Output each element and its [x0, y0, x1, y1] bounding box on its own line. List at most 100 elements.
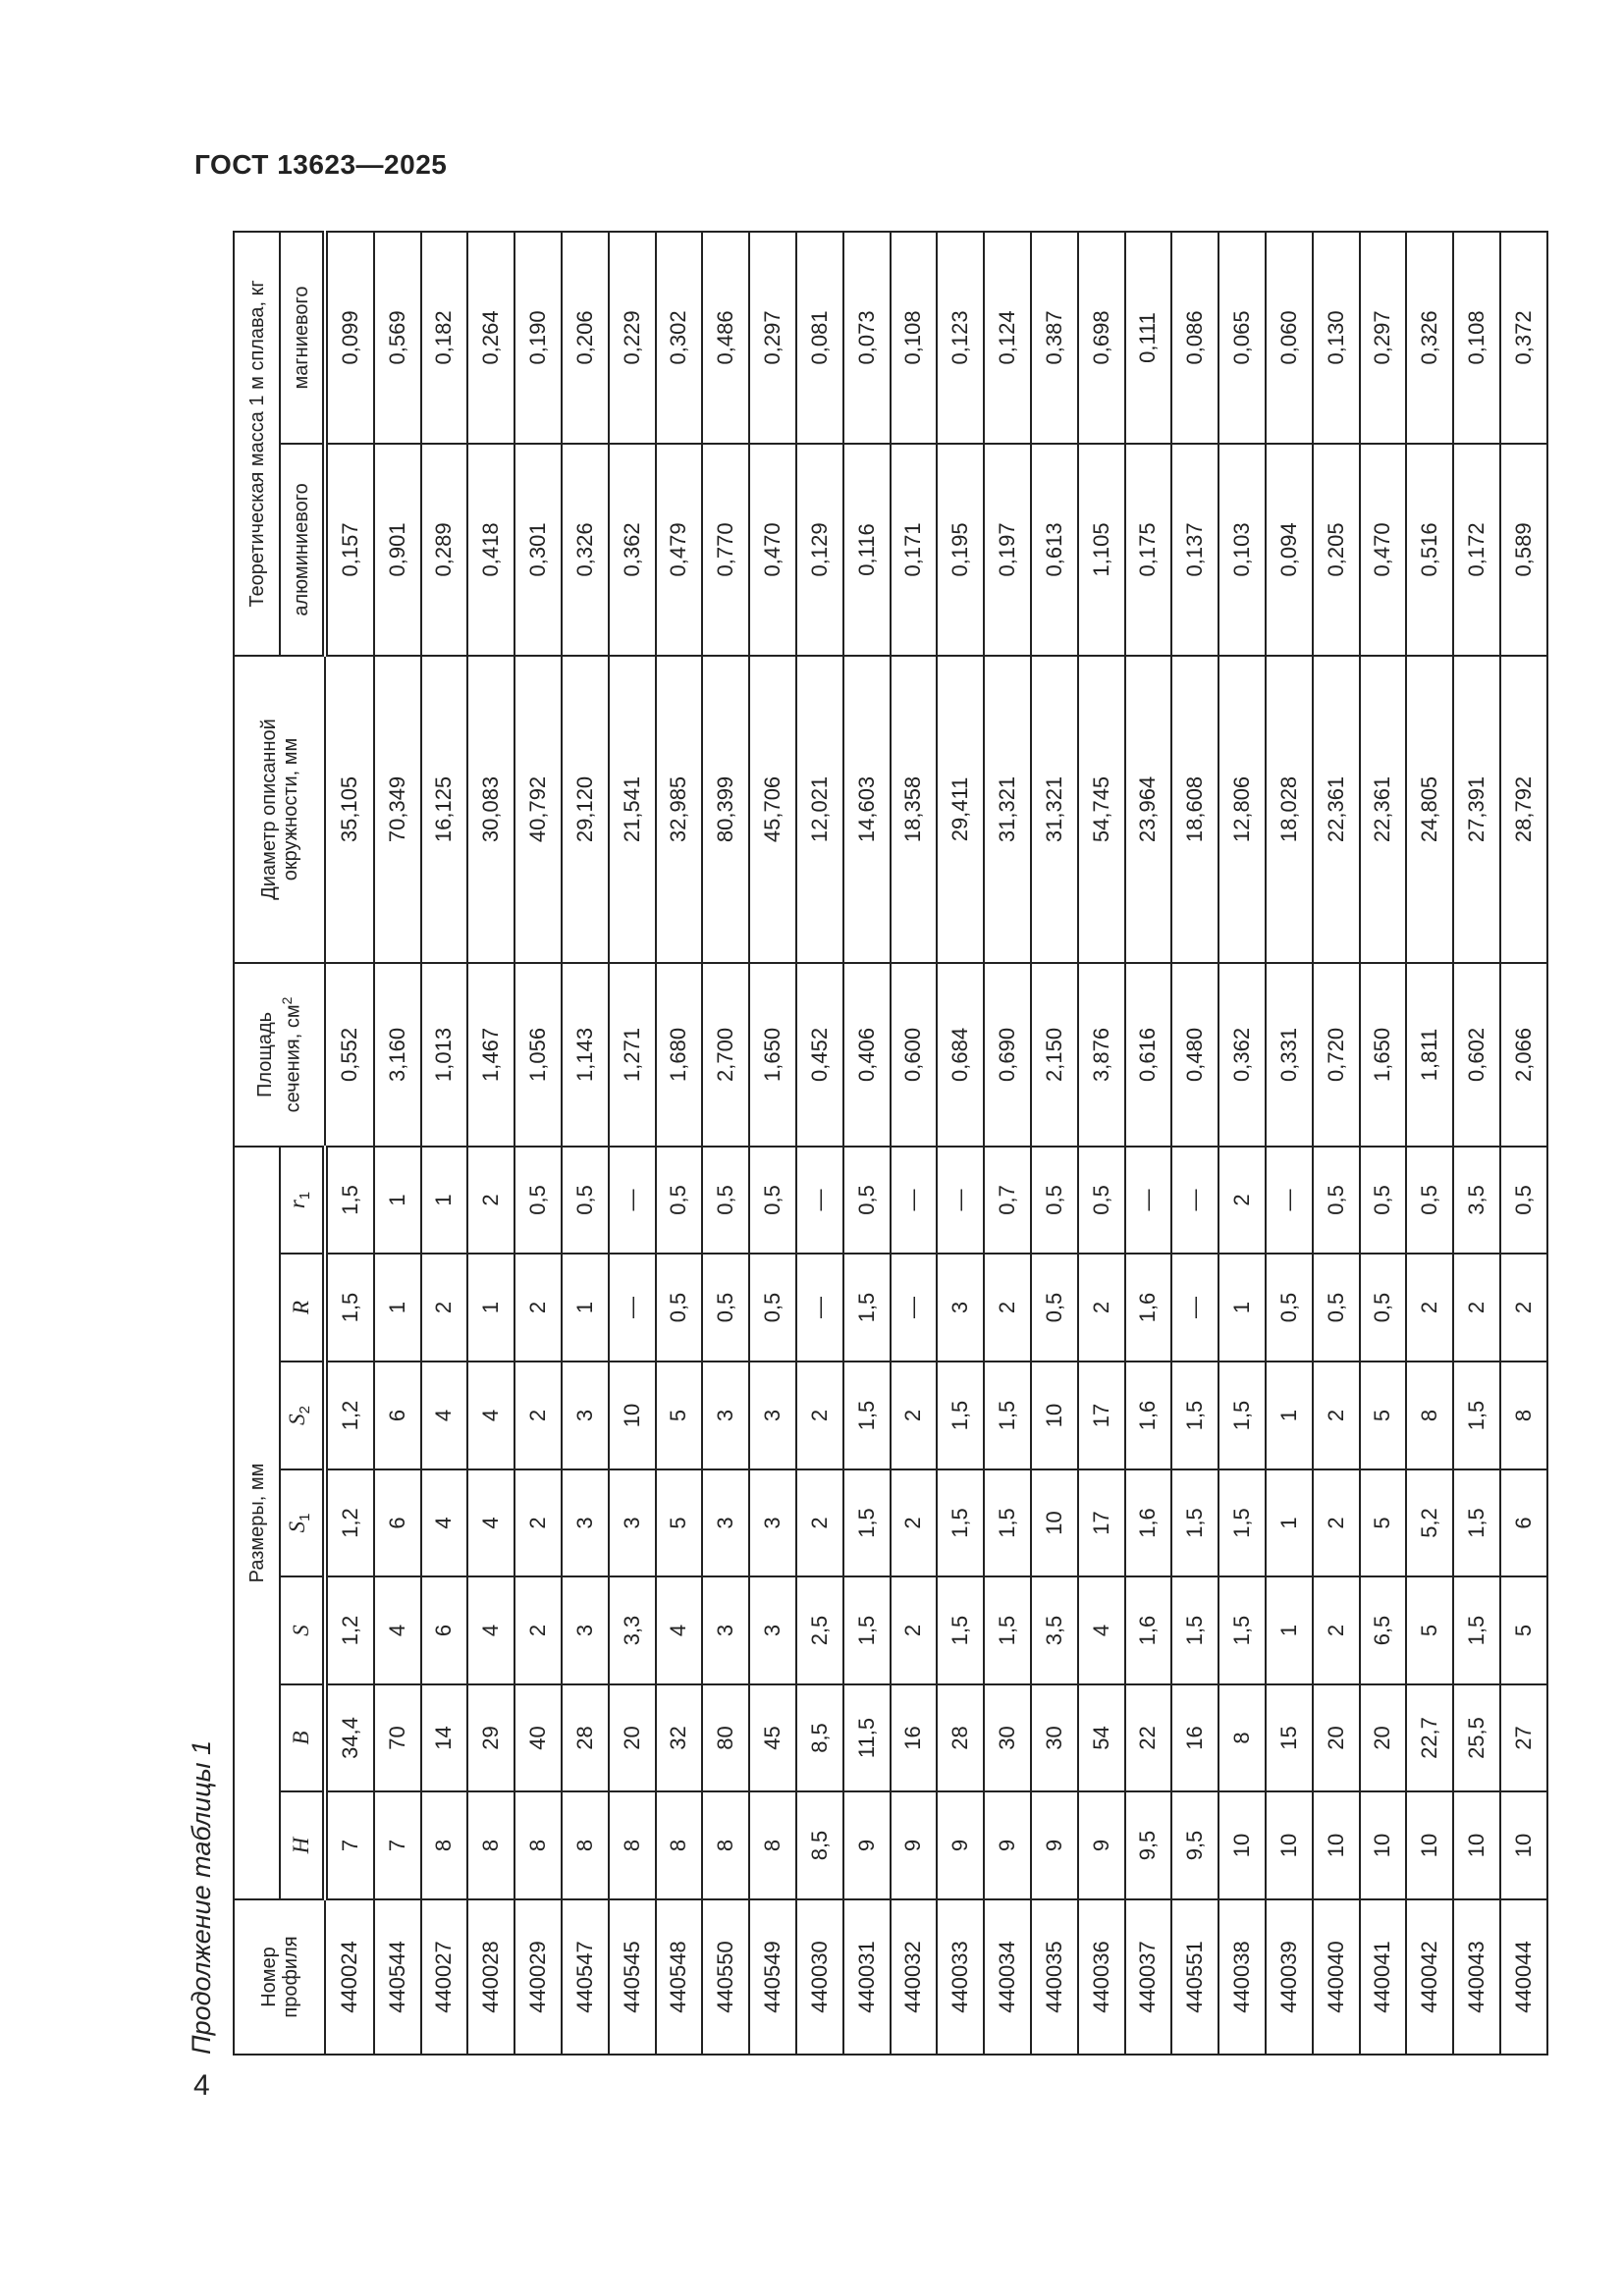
cell-s2: 1,5: [984, 1362, 1031, 1469]
cell-s: 2: [1312, 1576, 1360, 1684]
cell-mass-aluminium: 0,589: [1499, 443, 1547, 656]
cell-r: 0,5: [749, 1254, 796, 1362]
cell-profile-number: 440031: [842, 1899, 891, 2055]
cell-s2: 2: [514, 1362, 562, 1469]
cell-mass-aluminium: 0,479: [655, 443, 703, 656]
cell-diameter: 22,361: [1359, 655, 1407, 963]
table-row: 440028 8 29 4 4 4 1 2 1,467 30,083 0,418 0,264: [467, 231, 515, 2055]
cell-s2: 3: [749, 1362, 796, 1469]
cell-s: 2,5: [795, 1576, 843, 1684]
cell-area: 0,552: [325, 962, 374, 1147]
table-row: 440044 10 27 5 6 8 2 0,5 2,066 28,792 0,589 0,372: [1499, 231, 1547, 2055]
cell-r1: 1: [420, 1146, 468, 1254]
cell-profile-number: 440027: [420, 1899, 468, 2055]
cell-diameter: 21,541: [608, 655, 656, 963]
table-row: 440043 10 25,5 1,5 1,5 1,5 2 3,5 0,602 27,391 0,17…: [1453, 231, 1500, 2055]
cell-diameter: 45,706: [749, 655, 796, 963]
cell-mass-magnesium: 0,302: [655, 231, 703, 444]
cell-h: 8: [702, 1791, 750, 1899]
cell-r1: 0,5: [1077, 1146, 1125, 1254]
cell-mass-aluminium: 0,205: [1312, 443, 1360, 656]
cell-b: 16: [890, 1684, 938, 1791]
cell-profile-number: 440042: [1406, 1899, 1454, 2055]
cell-r1: 0,5: [1406, 1146, 1454, 1254]
table-row: 440036 9 54 4 17 17 2 0,5 3,876 54,745 1,105 0,698: [1077, 231, 1125, 2055]
cell-s: 4: [655, 1576, 703, 1684]
cell-area: 1,143: [561, 962, 609, 1147]
cell-s1: 3: [561, 1469, 609, 1576]
cell-mass-aluminium: 0,470: [1359, 443, 1407, 656]
header-dim-symbol: S: [288, 1625, 313, 1636]
cell-s1: 2: [795, 1469, 843, 1576]
table-row: 440042 10 22,7 5 5,2 8 2 0,5 1,811 24,805 0,516 0,3…: [1406, 231, 1454, 2055]
cell-diameter: 14,603: [842, 655, 891, 963]
cell-diameter: 32,985: [655, 655, 703, 963]
cell-h: 8: [749, 1791, 796, 1899]
cell-s: 3,5: [1030, 1576, 1078, 1684]
cell-mass-magnesium: 0,060: [1265, 231, 1313, 444]
cell-r1: 0,5: [1030, 1146, 1078, 1254]
cell-s1: 4: [420, 1469, 468, 1576]
cell-s: 3: [561, 1576, 609, 1684]
cell-diameter: 12,806: [1218, 655, 1266, 963]
cell-s1: 17: [1077, 1469, 1125, 1576]
cell-r1: 0,5: [1499, 1146, 1547, 1254]
cell-area: 1,650: [1359, 962, 1407, 1147]
cell-s: 3: [702, 1576, 750, 1684]
cell-s1: 1,5: [937, 1469, 985, 1576]
cell-profile-number: 440037: [1124, 1899, 1172, 2055]
document-title: ГОСТ 13623—2025: [194, 149, 448, 180]
cell-area: 1,056: [514, 962, 562, 1147]
cell-mass-aluminium: 0,301: [514, 443, 562, 656]
cell-mass-magnesium: 0,124: [984, 231, 1031, 444]
cell-s2: 1: [1265, 1362, 1313, 1469]
cell-h: 9: [937, 1791, 985, 1899]
cell-r1: 0,5: [1312, 1146, 1360, 1254]
cell-s: 1,6: [1124, 1576, 1172, 1684]
cell-area: 1,013: [420, 962, 468, 1147]
cell-mass-aluminium: 0,171: [890, 443, 938, 656]
cell-mass-magnesium: 0,206: [561, 231, 609, 444]
cell-s: 3: [749, 1576, 796, 1684]
cell-h: 8: [561, 1791, 609, 1899]
cell-r: 1,6: [1124, 1254, 1172, 1362]
cell-r1: 2: [467, 1146, 515, 1254]
table-row: 440550 8 80 3 3 3 0,5 0,5 2,700 80,399 0,770 0,486: [702, 231, 750, 2055]
cell-diameter: 23,964: [1124, 655, 1172, 963]
header-dim-s1: S1: [280, 1469, 325, 1576]
cell-s: 1,5: [842, 1576, 891, 1684]
cell-r: 1,5: [325, 1254, 374, 1362]
cell-b: 34,4: [325, 1684, 374, 1791]
cell-b: 22: [1124, 1684, 1172, 1791]
cell-r1: 1: [373, 1146, 421, 1254]
cell-s1: 2: [514, 1469, 562, 1576]
cell-r1: —: [1265, 1146, 1313, 1254]
cell-b: 40: [514, 1684, 562, 1791]
cell-r1: 2: [1218, 1146, 1266, 1254]
cell-s2: 1,5: [1453, 1362, 1500, 1469]
cell-mass-magnesium: 0,065: [1218, 231, 1266, 444]
cell-b: 20: [1312, 1684, 1360, 1791]
cell-diameter: 31,321: [1030, 655, 1078, 963]
cell-mass-magnesium: 0,229: [608, 231, 656, 444]
cell-s: 6,5: [1359, 1576, 1407, 1684]
table-row: 440039 10 15 1 1 1 0,5—0,331 18,028 0,094 0,060: [1265, 231, 1313, 2055]
cell-s: 2: [890, 1576, 938, 1684]
header-dim-symbol: r: [285, 1200, 309, 1209]
cell-s: 2: [514, 1576, 562, 1684]
cell-r: 0,5: [1030, 1254, 1078, 1362]
cell-r: 2: [420, 1254, 468, 1362]
cell-h: 9,5: [1124, 1791, 1172, 1899]
cell-h: 9: [1030, 1791, 1078, 1899]
table-row: 440033 9 28 1,5 1,5 1,5 3—0,684 29,411 0,195 0,12…: [937, 231, 985, 2055]
cell-b: 8,5: [795, 1684, 843, 1791]
cell-profile-number: 440549: [749, 1899, 796, 2055]
cell-mass-magnesium: 0,569: [373, 231, 421, 444]
table-row: 440037 9,5 22 1,6 1,6 1,6 1,6—0,616 23,964 0,175…: [1124, 231, 1172, 2055]
cell-mass-aluminium: 0,129: [795, 443, 843, 656]
cell-diameter: 12,021: [795, 655, 843, 963]
cell-h: 8: [420, 1791, 468, 1899]
cell-profile-number: 440550: [702, 1899, 750, 2055]
cell-area: 0,690: [984, 962, 1031, 1147]
cell-s1: 2: [890, 1469, 938, 1576]
